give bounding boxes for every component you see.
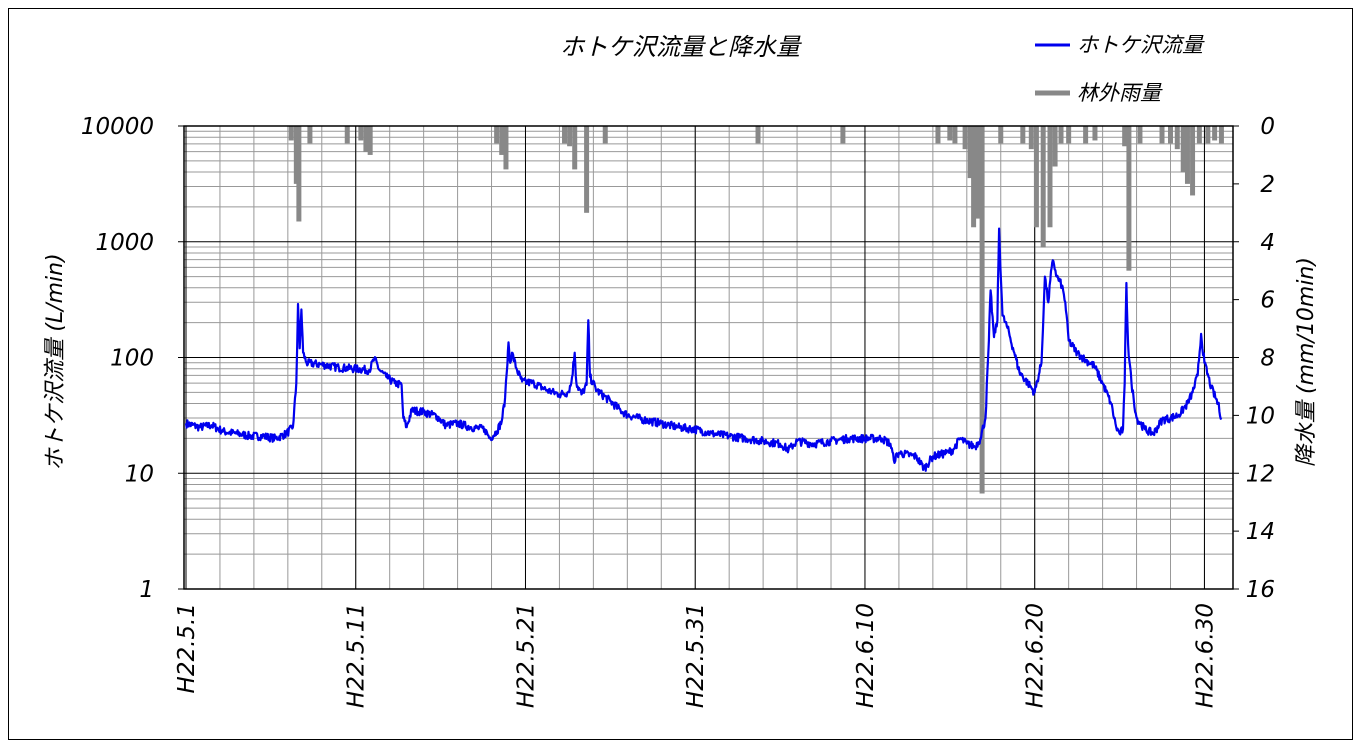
- y-tick-label: 10000: [81, 114, 154, 140]
- rainfall-bar: [840, 126, 846, 144]
- rainfall-bar: [562, 126, 568, 144]
- rainfall-bar: [503, 126, 509, 170]
- rainfall-bar: [1137, 126, 1143, 144]
- rainfall-bar: [499, 126, 505, 155]
- rainfall-bar: [367, 126, 373, 155]
- rainfall-bar: [1174, 126, 1180, 150]
- rainfall-bar: [967, 126, 973, 179]
- y-tick-label: 100: [110, 346, 154, 372]
- x-tick-label: H22.5.31: [683, 603, 709, 708]
- x-tick-label: H22.6.10: [853, 603, 879, 708]
- y2-axis-label: 降水量 (mm/10min): [1294, 257, 1319, 467]
- rainfall-bar: [1218, 126, 1224, 144]
- rainfall-bars: [288, 126, 1224, 494]
- x-tick-label: H22.6.20: [1023, 603, 1049, 708]
- y2-tick-label: 16: [1246, 577, 1275, 603]
- rainfall-bar: [971, 126, 977, 228]
- x-tick-label: H22.5.21: [513, 603, 539, 708]
- y2-tick-label: 10: [1246, 403, 1275, 429]
- rainfall-bar: [1052, 126, 1058, 167]
- rainfall-bar: [494, 126, 500, 144]
- rainfall-bar: [1126, 126, 1132, 271]
- y2-tick-label: 2: [1260, 172, 1275, 198]
- rainfall-bar: [1040, 126, 1046, 248]
- rainfall-bar: [1159, 126, 1165, 144]
- rainfall-bar: [293, 126, 299, 184]
- rainfall-bar: [1092, 126, 1098, 141]
- rainfall-bar: [1033, 126, 1039, 228]
- y-tick-label: 1000: [95, 230, 154, 256]
- rainfall-bar: [1020, 126, 1026, 144]
- rainfall-bar: [1212, 126, 1218, 141]
- rainfall-bar: [1190, 126, 1196, 196]
- rainfall-bar: [1058, 126, 1064, 144]
- rainfall-bar: [952, 126, 958, 144]
- y-axis-label: ホトケ沢流量 (L/min): [43, 253, 68, 470]
- rainfall-bar: [975, 126, 981, 219]
- rainfall-bar: [363, 126, 369, 153]
- chart-title: ホトケ沢流量と降水量: [560, 33, 802, 61]
- rainfall-bar: [344, 126, 350, 144]
- rainfall-bar: [584, 126, 590, 213]
- rainfall-bar: [1047, 126, 1053, 228]
- rainfall-bar: [1028, 126, 1034, 150]
- x-tick-label: H22.5.1: [174, 603, 200, 693]
- rainfall-bar: [979, 126, 985, 494]
- y2-tick-label: 8: [1260, 346, 1275, 372]
- y2-tick-label: 14: [1246, 519, 1275, 545]
- rainfall-bar: [755, 126, 761, 144]
- y2-tick-label: 4: [1260, 230, 1275, 256]
- rainfall-bar: [998, 126, 1004, 144]
- legend: ホトケ沢流量 林外雨量: [1035, 33, 1205, 105]
- rainfall-bar: [947, 126, 953, 141]
- rainfall-bar: [1167, 126, 1173, 144]
- chart-frame: [8, 8, 1353, 740]
- rainfall-bar: [935, 126, 941, 144]
- axes: [178, 125, 1239, 590]
- y2-tick-label: 6: [1260, 288, 1275, 314]
- rainfall-bar: [1196, 126, 1202, 144]
- y2-tick-label: 12: [1246, 461, 1275, 487]
- x-tick-label: H22.5.11: [344, 603, 370, 708]
- legend-rain-label: 林外雨量: [1077, 81, 1163, 105]
- rainfall-bar: [296, 126, 302, 222]
- rainfall-bar: [1184, 126, 1190, 184]
- rainfall-bar: [567, 126, 573, 147]
- flow-series-line: [184, 227, 1223, 472]
- rainfall-bar: [1180, 126, 1186, 173]
- rainfall-bar: [358, 126, 364, 141]
- rainfall-bar: [1122, 126, 1128, 147]
- y-tick-label: 10: [125, 461, 154, 487]
- flow-line: [184, 227, 1223, 472]
- x-tick-label: H22.6.30: [1192, 603, 1218, 708]
- y-tick-label: 1: [139, 577, 154, 603]
- legend-flow-label: ホトケ沢流量: [1077, 33, 1205, 57]
- rainfall-bar: [602, 126, 608, 144]
- rainfall-bar: [1205, 126, 1211, 144]
- rainfall-bar: [1083, 126, 1089, 144]
- grid: [184, 125, 1233, 590]
- rainfall-bar: [307, 126, 313, 144]
- rainfall-bar: [962, 126, 968, 150]
- y2-tick-label: 0: [1260, 114, 1275, 140]
- rainfall-bar: [572, 126, 578, 170]
- rainfall-bar: [1066, 126, 1072, 144]
- rainfall-bar: [288, 126, 294, 141]
